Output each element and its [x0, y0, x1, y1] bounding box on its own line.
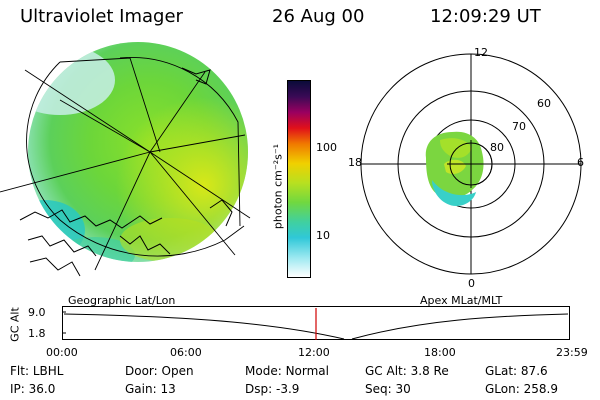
status-mode: Mode: Normal [245, 364, 329, 378]
mlt-label-12: 12 [474, 46, 488, 59]
altitude-tick-1-8: 1.8 [28, 327, 46, 340]
status-gc-alt: GC Alt: 3.8 Re [365, 364, 449, 378]
polar-mlat-mlt-panel [360, 53, 582, 275]
status-glat: GLat: 87.6 [485, 364, 548, 378]
time-tick-0000: 00:00 [46, 346, 78, 359]
polar-oval [425, 131, 484, 206]
mlt-label-18: 18 [348, 156, 362, 169]
status-flt: Flt: LBHL [10, 364, 64, 378]
status-door: Door: Open [125, 364, 194, 378]
altitude-tick-9: 9.0 [28, 306, 46, 319]
graticule [0, 57, 251, 271]
lat-label-70: 70 [512, 120, 526, 133]
geographic-panel-label: Geographic Lat/Lon [68, 294, 176, 307]
status-seq: Seq: 30 [365, 382, 411, 396]
geographic-image-panel [0, 42, 251, 277]
colorbar-unit-label: photon cm⁻²s⁻¹ [271, 143, 285, 230]
altitude-curve [63, 313, 569, 340]
time-tick-1800: 18:00 [424, 346, 456, 359]
status-ip: IP: 36.0 [10, 382, 56, 396]
mlt-label-0: 0 [468, 277, 475, 290]
altitude-axis-label: GC Alt [8, 307, 22, 342]
lat-label-80: 80 [490, 141, 504, 154]
time-label: 12:09:29 UT [430, 6, 541, 27]
status-gain: Gain: 13 [125, 382, 176, 396]
date-label: 26 Aug 00 [272, 6, 365, 27]
instrument-title: Ultraviolet Imager [20, 6, 183, 27]
color-scale-bar [287, 80, 311, 278]
status-dsp: Dsp: -3.9 [245, 382, 300, 396]
time-tick-1200: 12:00 [298, 346, 330, 359]
colorbar-tick-100: 100 [316, 141, 337, 154]
status-glon: GLon: 258.9 [485, 382, 558, 396]
colorbar-tick-10: 10 [316, 229, 330, 242]
polar-panel-label: Apex MLat/MLT [420, 294, 503, 307]
lat-label-60: 60 [537, 97, 551, 110]
coastlines [19, 67, 233, 277]
altitude-plot [62, 306, 570, 340]
time-tick-2359: 23:59 [556, 346, 588, 359]
mlt-label-6: 6 [577, 156, 584, 169]
time-tick-0600: 06:00 [170, 346, 202, 359]
